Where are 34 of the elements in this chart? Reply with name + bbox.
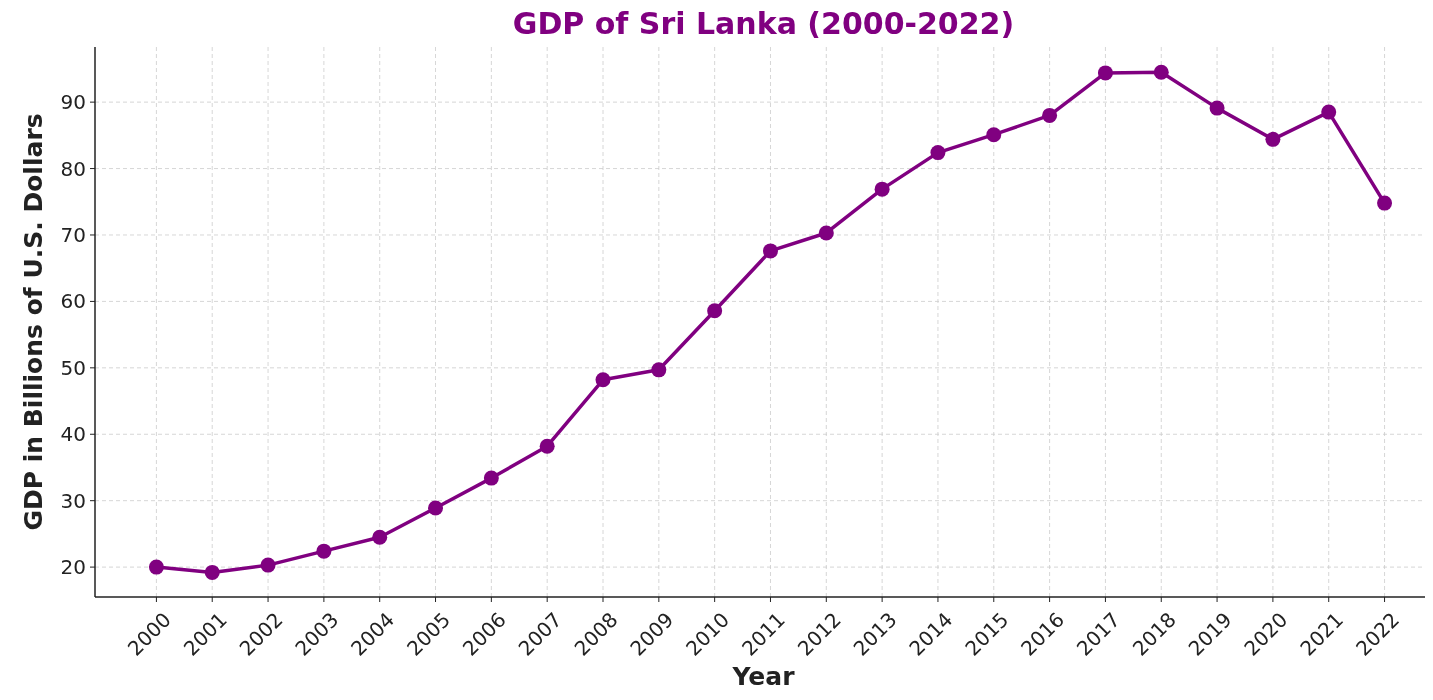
y-tick-label: 90 [60,90,86,115]
chart-title: GDP of Sri Lanka (2000-2022) [512,6,1015,41]
point [1042,107,1058,123]
point [539,438,555,454]
point [651,362,667,378]
y-tick-label: 20 [60,555,86,580]
point [428,500,444,516]
y-tick-label: 50 [60,355,86,380]
point [204,564,220,580]
y-tick-label: 80 [60,156,86,181]
point [1209,100,1225,116]
point [1265,131,1281,147]
point [1377,195,1393,211]
y-tick-label: 60 [60,289,86,314]
point [372,529,388,545]
point [595,372,611,388]
point [930,145,946,161]
x-axis-title: Year [731,662,796,691]
y-tick-label: 30 [60,488,86,513]
point [260,557,276,573]
point [316,543,332,559]
point [818,225,834,241]
point [762,243,778,259]
y-tick-label: 40 [60,422,86,447]
point [986,127,1002,143]
point [1321,104,1337,120]
point [483,470,499,486]
point [148,559,164,575]
point [1097,65,1113,81]
y-tick-label: 70 [60,222,86,247]
point [1153,64,1169,80]
point [707,303,723,319]
y-axis-title: GDP in Billions of U.S. Dollars [19,113,48,531]
point [874,181,890,197]
